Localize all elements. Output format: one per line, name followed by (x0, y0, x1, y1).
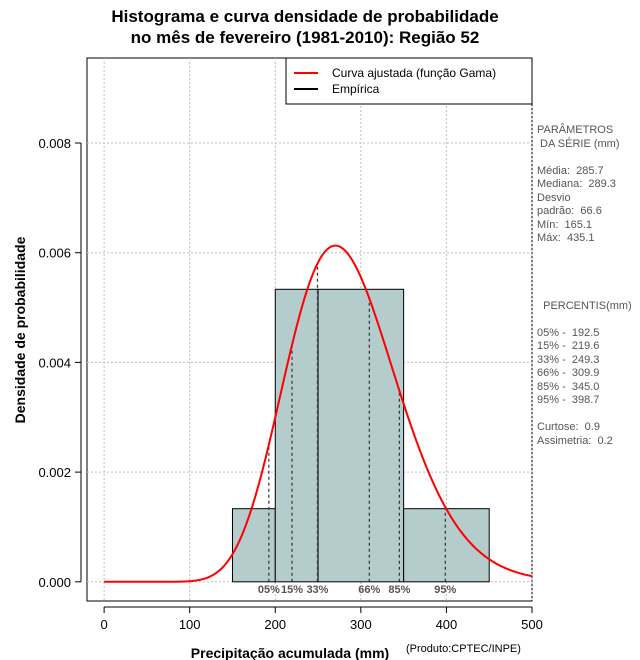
y-tick-label: 0.002 (38, 465, 71, 480)
legend-label-fitted: Curva ajustada (função Gama) (332, 66, 496, 80)
percentile-markers (268, 263, 446, 582)
credit-label: (Produto:CPTEC/INPE) (406, 643, 521, 655)
histogram-bar-3 (317, 288, 405, 583)
x-tick-label: 500 (521, 617, 543, 632)
series-stats-panel: PARÂMETROS DA SÉRIE (mm) Média: 285.7 Medi… (537, 124, 640, 448)
legend: Curva ajustada (função Gama) Empírica (285, 57, 533, 105)
percentil-05: 05% - 192.5 (537, 326, 600, 339)
stats-header-1: PARÂMETROS (537, 124, 614, 136)
histogram-bar-4 (403, 508, 490, 583)
y-tick-label: 0.000 (38, 575, 71, 590)
histogram-bars (231, 288, 490, 583)
x-axis-label: Precipitação acumulada (mm) (191, 645, 389, 660)
percentile-label-05: 05% (258, 584, 280, 596)
stat-media: Média: 285.7 (537, 164, 604, 177)
stat-mediana: Mediana: 289.3 (537, 178, 616, 190)
percentile-label-66: 66% (358, 584, 380, 596)
x-tick-label: 200 (264, 617, 286, 632)
x-tick-label: 0 (100, 617, 107, 632)
percentile-label-33: 33% (306, 584, 328, 596)
legend-box (285, 57, 533, 105)
percentile-label-85: 85% (388, 584, 410, 596)
fitted-gamma-curve (104, 244, 533, 583)
stat-max: Máx: 435.1 (537, 232, 595, 244)
percentil-85: 85% - 345.0 (537, 380, 600, 393)
histogram-bar-1 (231, 508, 276, 583)
y-axis-label: Densidade de probabilidade (12, 236, 28, 423)
percentil-66: 66% - 309.9 (537, 367, 600, 379)
x-tick-label: 400 (436, 617, 458, 632)
y-tick-label: 0.004 (38, 355, 71, 370)
percentis-header: PERCENTIS(mm) (537, 299, 632, 312)
chart-title: Histograma e curva densidade de probabil… (0, 6, 610, 48)
percentil-15: 15% - 219.6 (537, 340, 600, 352)
histogram-bar-2 (274, 288, 319, 583)
x-tick-label: 100 (179, 617, 201, 632)
stat-min: Mín: 165.1 (537, 218, 593, 231)
title-line-1: Histograma e curva densidade de probabil… (111, 7, 499, 26)
percentile-label-15: 15% (281, 584, 303, 596)
y-tick-label: 0.008 (38, 136, 71, 151)
percentil-95: 95% - 398.7 (537, 394, 600, 406)
legend-label-empirical: Empírica (332, 82, 380, 96)
percentil-33: 33% - 249.3 (537, 353, 600, 366)
stat-curtose: Curtose: 0.9 (537, 421, 600, 433)
title-line-2: no mês de fevereiro (1981-2010): Região … (130, 28, 480, 47)
percentile-label-95: 95% (434, 584, 456, 596)
stat-desvio-2: padrão: 66.6 (537, 205, 602, 217)
x-tick-label: 300 (350, 617, 372, 632)
stat-desvio-1: Desvio (537, 191, 571, 204)
stats-header-2: DA SÉRIE (mm) (537, 137, 620, 150)
percentile-labels: 05% 15% 33% 66% 85% 95% (258, 584, 457, 596)
stat-assimetria: Assimetria: 0.2 (537, 434, 613, 447)
axes: 0 100 200 300 400 500 0.000 0.002 0.004 0.006 0.00… (38, 136, 542, 632)
y-tick-label: 0.006 (38, 246, 71, 261)
